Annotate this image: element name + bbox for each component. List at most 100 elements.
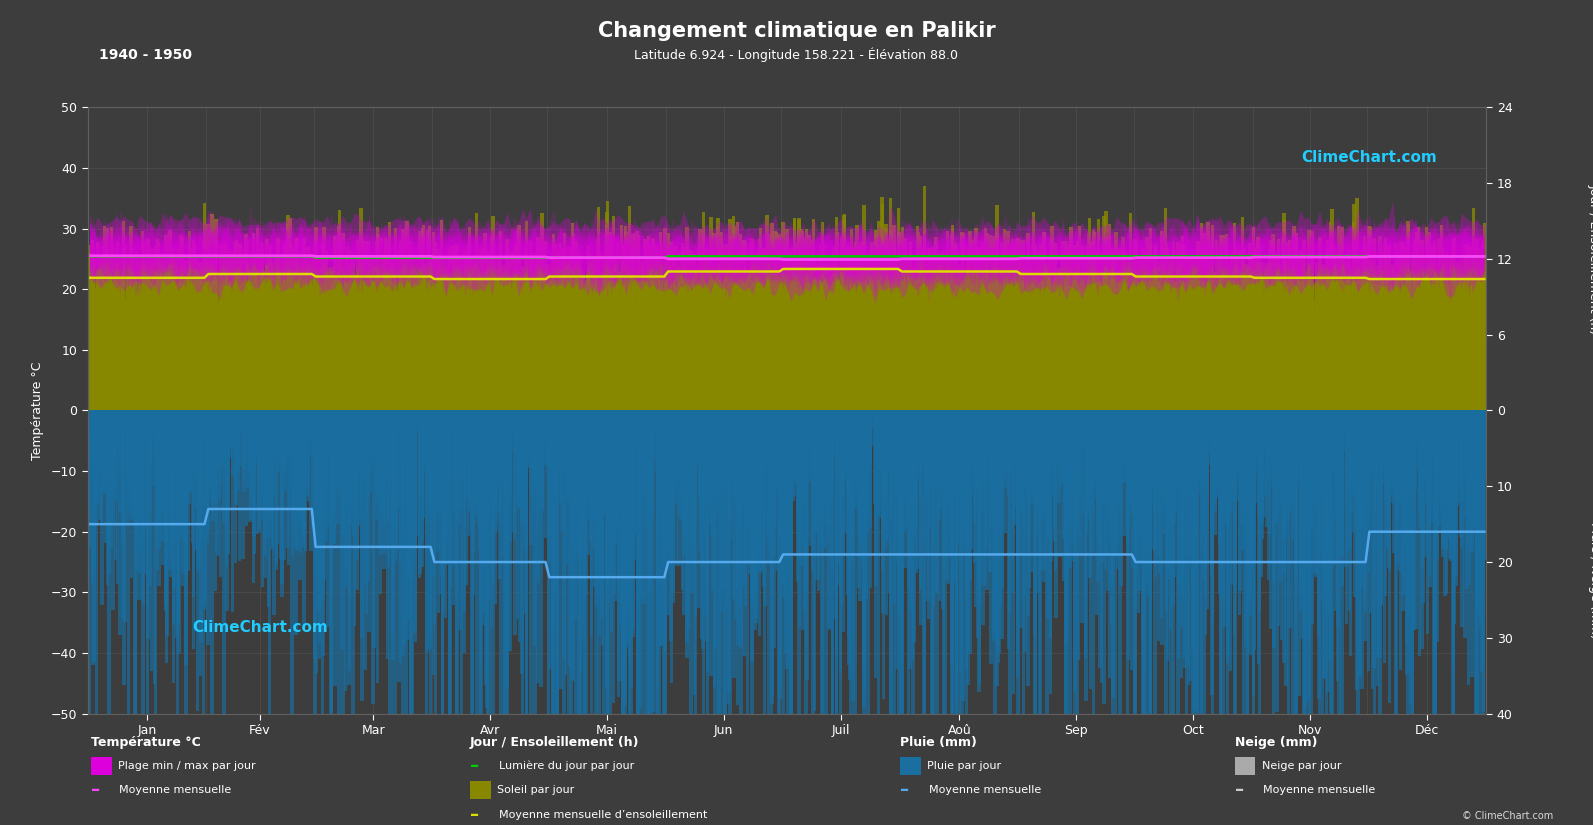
Bar	[1279, 275, 1282, 411]
Bar	[843, 286, 846, 411]
Bar	[604, 299, 607, 411]
Bar	[961, 411, 964, 491]
Bar	[1037, 411, 1040, 593]
Bar	[578, 411, 581, 525]
Bar	[1096, 411, 1101, 545]
Bar	[344, 258, 347, 411]
Bar	[602, 288, 605, 411]
Bar	[1265, 411, 1268, 496]
Bar	[1287, 411, 1290, 512]
Bar	[535, 411, 538, 683]
Bar	[957, 302, 961, 411]
Bar	[1064, 411, 1067, 714]
Bar	[212, 309, 215, 411]
Bar	[1472, 411, 1475, 469]
Bar	[322, 411, 325, 412]
Bar	[800, 293, 803, 411]
Bar	[274, 255, 277, 411]
Bar	[502, 266, 507, 411]
Bar	[773, 263, 776, 411]
Bar	[284, 411, 288, 431]
Bar	[1219, 411, 1222, 594]
Bar	[1407, 317, 1410, 411]
Bar	[862, 248, 865, 411]
Bar	[1362, 252, 1367, 411]
Bar	[1039, 411, 1042, 577]
Bar	[1301, 302, 1305, 411]
Bar	[205, 411, 209, 426]
Bar	[613, 411, 616, 448]
Bar	[1168, 411, 1171, 474]
Bar	[534, 411, 537, 417]
Bar	[153, 271, 158, 411]
Bar	[487, 267, 491, 411]
Bar	[378, 411, 381, 547]
Bar	[820, 299, 824, 411]
Bar	[229, 252, 233, 411]
Bar	[398, 258, 403, 411]
Bar	[728, 280, 733, 411]
Bar	[895, 411, 898, 669]
Bar	[443, 411, 448, 519]
Bar	[205, 249, 209, 411]
Bar	[119, 411, 123, 512]
Bar	[317, 411, 320, 524]
Bar	[680, 411, 685, 434]
Bar	[773, 411, 776, 648]
Bar	[977, 266, 980, 411]
Bar	[1263, 411, 1266, 422]
Bar	[1149, 229, 1152, 411]
Bar	[932, 276, 935, 411]
Bar	[1375, 322, 1378, 411]
Bar	[1016, 411, 1020, 432]
Bar	[436, 277, 440, 411]
Bar	[1196, 241, 1200, 411]
Bar	[1012, 272, 1015, 411]
Bar	[693, 411, 696, 531]
Bar	[919, 411, 922, 449]
Bar	[666, 286, 669, 411]
Bar	[1088, 303, 1091, 411]
Bar	[311, 411, 314, 438]
Bar	[213, 294, 217, 411]
Bar	[1039, 411, 1042, 464]
Bar	[508, 411, 513, 500]
Bar	[529, 411, 532, 427]
Bar	[750, 262, 753, 411]
Bar	[1262, 279, 1265, 411]
Bar	[288, 287, 292, 411]
Bar	[690, 411, 693, 714]
Bar	[1211, 411, 1214, 576]
Bar	[986, 411, 989, 590]
Bar	[1048, 304, 1053, 411]
Bar	[645, 411, 648, 525]
Bar	[535, 411, 538, 483]
Bar	[1091, 241, 1094, 411]
Bar	[969, 411, 972, 449]
Bar	[338, 303, 341, 411]
Bar	[456, 411, 459, 520]
Bar	[682, 411, 685, 462]
Bar	[586, 411, 589, 555]
Bar	[1399, 411, 1403, 437]
Bar	[104, 411, 107, 416]
Bar	[747, 411, 750, 526]
Bar	[911, 411, 914, 436]
Bar	[785, 267, 789, 411]
Bar	[559, 301, 564, 411]
Bar	[593, 271, 597, 411]
Bar	[126, 411, 129, 455]
Bar	[360, 208, 363, 411]
Bar	[508, 411, 513, 542]
Bar	[631, 271, 636, 411]
Bar	[1141, 312, 1144, 411]
Bar	[578, 411, 583, 670]
Bar	[221, 252, 225, 411]
Bar	[362, 411, 365, 455]
Bar	[338, 300, 341, 411]
Bar	[1047, 411, 1050, 525]
Bar	[374, 295, 378, 411]
Bar	[349, 318, 352, 411]
Bar	[1129, 411, 1134, 466]
Bar	[739, 411, 742, 714]
